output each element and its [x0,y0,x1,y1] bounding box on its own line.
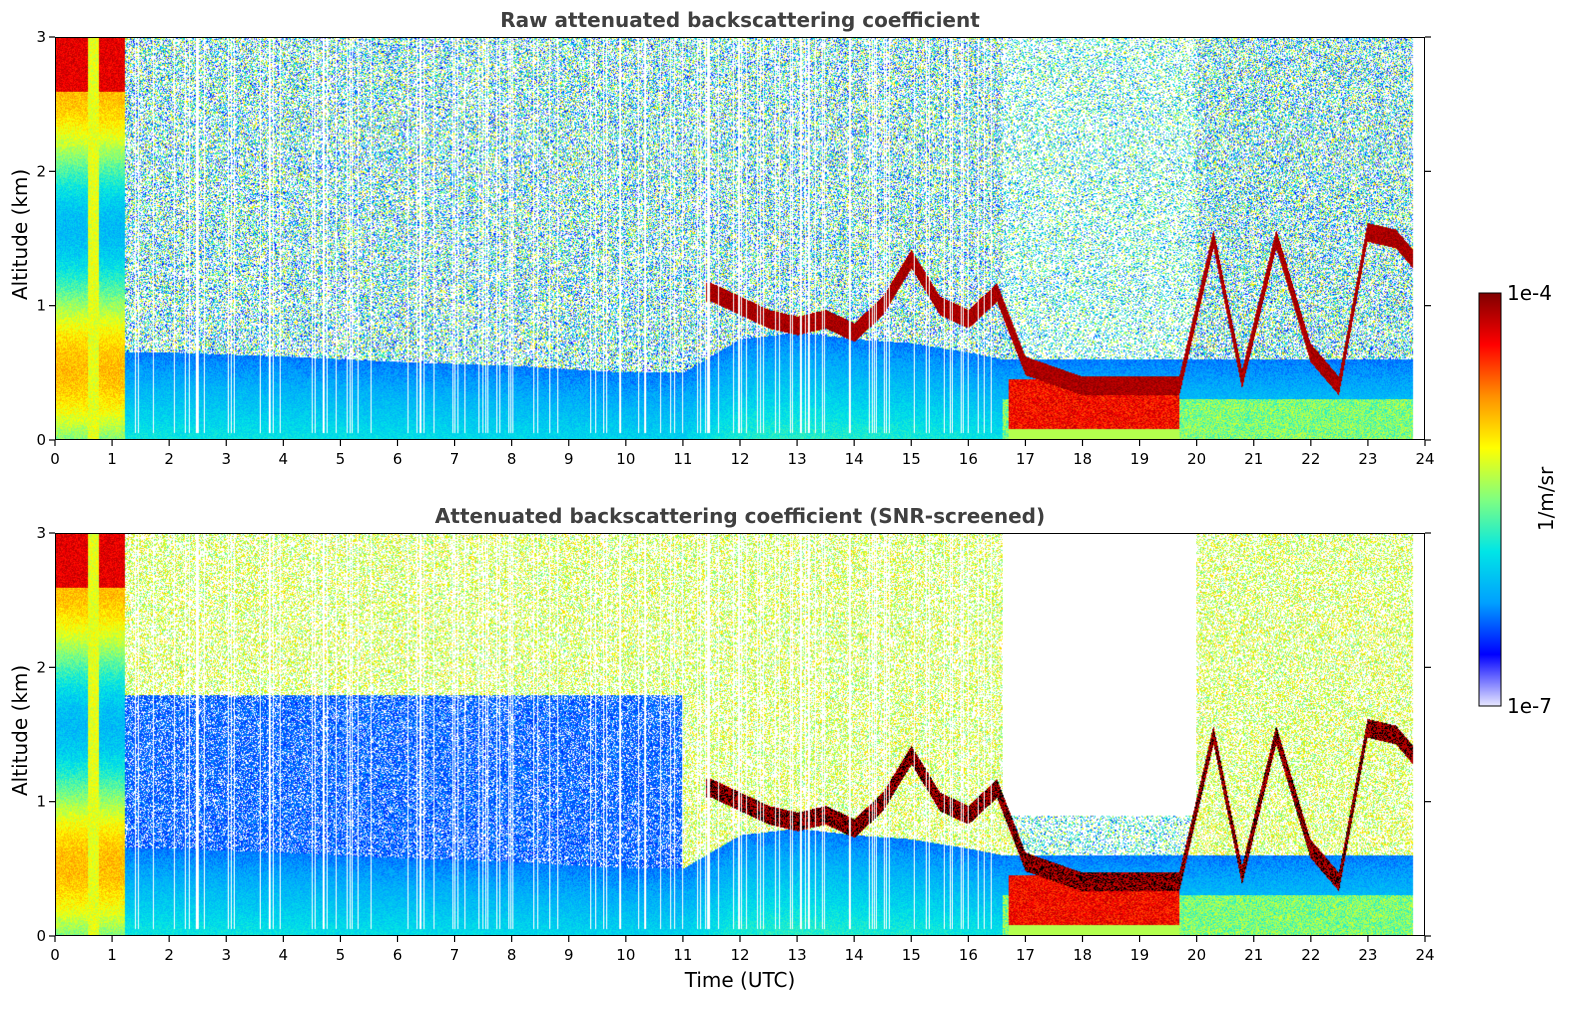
bottom-panel-title: Attenuated backscattering coefficient (S… [434,504,1046,528]
top-panel-x-tick-label: 16 [959,450,978,468]
bottom-panel-x-tick-label: 19 [1130,946,1149,964]
bottom-panel-x-tick-label: 11 [673,946,692,964]
top-panel-x-tick-label: 0 [50,450,60,468]
bottom-panel-y-tick-label: 1 [36,793,46,811]
top-panel-x-tick-label: 12 [730,450,749,468]
top-panel-x-tick-label: 18 [1073,450,1092,468]
top-panel-x-tick-label: 23 [1358,450,1377,468]
bottom-panel-x-tick-label: 10 [616,946,635,964]
top-panel-y-tick-label: 2 [36,162,46,180]
top-panel-y-tick-label: 1 [36,297,46,315]
bottom-panel-x-tick-label: 2 [164,946,174,964]
top-panel-x-tick-label: 8 [507,450,517,468]
top-panel-x-tick-label: 19 [1130,450,1149,468]
colorbar-min-label: 1e-7 [1507,694,1552,718]
top-panel-x-tick-label: 5 [336,450,346,468]
bottom-panel-y-tick-label: 3 [36,524,46,542]
bottom-panel-x-tick-label: 20 [1187,946,1206,964]
top-panel-x-tick-label: 7 [450,450,460,468]
top-panel-x-tick-label: 15 [902,450,921,468]
bottom-panel-x-tick-label: 7 [450,946,460,964]
bottom-panel-x-tick-label: 23 [1358,946,1377,964]
bottom-panel-x-tick-label: 8 [507,946,517,964]
bottom-panel-axes: 0 1 2 3 4 5 6 7 8 9 10 11 12 13 14 15 16 17 18 19 20 21 22 23 24… [36,524,1434,964]
bottom-panel-x-tick-label: 14 [845,946,864,964]
top-panel-x-tick-label: 4 [279,450,289,468]
top-panel-x-tick-label: 21 [1244,450,1263,468]
top-panel-x-tick-label: 24 [1415,450,1434,468]
top-panel-x-tick-label: 11 [673,450,692,468]
top-panel-y-tick-label: 3 [36,28,46,46]
top-panel-x-tick-label: 20 [1187,450,1206,468]
top-panel-y-tick-label: 0 [36,431,46,449]
top-panel-x-tick-label: 13 [788,450,807,468]
bottom-panel-x-tick-label: 17 [1016,946,1035,964]
bottom-panel-x-tick-label: 1 [107,946,117,964]
top-panel-heatmap [55,37,1425,440]
bottom-panel-x-tick-label: 21 [1244,946,1263,964]
top-panel-title: Raw attenuated backscattering coefficien… [500,8,980,32]
top-panel-axes: 0 1 2 3 4 5 6 7 8 9 10 11 12 13 14 15 16 17 18 19 20 21 22 23 24… [36,28,1434,468]
bottom-panel-y-tick-label: 2 [36,658,46,676]
bottom-panel-x-tick-label: 5 [336,946,346,964]
bottom-panel-x-tick-label: 9 [564,946,574,964]
bottom-panel-x-tick-label: 22 [1301,946,1320,964]
bottom-panel-x-tick-label: 12 [730,946,749,964]
colorbar-gradient [1478,292,1502,707]
bottom-panel-x-tick-label: 6 [393,946,403,964]
bottom-panel-x-tick-label: 13 [788,946,807,964]
top-panel-x-tick-label: 9 [564,450,574,468]
bottom-panel-x-tick-label: 18 [1073,946,1092,964]
bottom-panel-x-tick-label: 0 [50,946,60,964]
top-panel-x-tick-label: 14 [845,450,864,468]
top-panel-x-tick-label: 6 [393,450,403,468]
colorbar-label: 1/m/sr [1534,466,1558,531]
top-panel-x-tick-label: 1 [107,450,117,468]
bottom-panel-x-tick-label: 4 [279,946,289,964]
bottom-panel-heatmap [55,533,1425,936]
top-panel-x-tick-label: 17 [1016,450,1035,468]
bottom-panel-x-tick-label: 16 [959,946,978,964]
top-panel-x-tick-label: 22 [1301,450,1320,468]
bottom-panel-x-tick-label: 24 [1415,946,1434,964]
colorbar-max-label: 1e-4 [1507,281,1552,305]
top-panel-x-tick-label: 3 [221,450,231,468]
bottom-panel-y-tick-label: 0 [36,927,46,945]
bottom-panel-x-tick-label: 15 [902,946,921,964]
bottom-panel-x-axis-label: Time (UTC) [684,968,796,992]
top-panel-x-tick-label: 2 [164,450,174,468]
colorbar: 1e-4 1e-7 1/m/sr [1478,281,1558,718]
bottom-panel-x-tick-label: 3 [221,946,231,964]
top-panel-x-tick-label: 10 [616,450,635,468]
